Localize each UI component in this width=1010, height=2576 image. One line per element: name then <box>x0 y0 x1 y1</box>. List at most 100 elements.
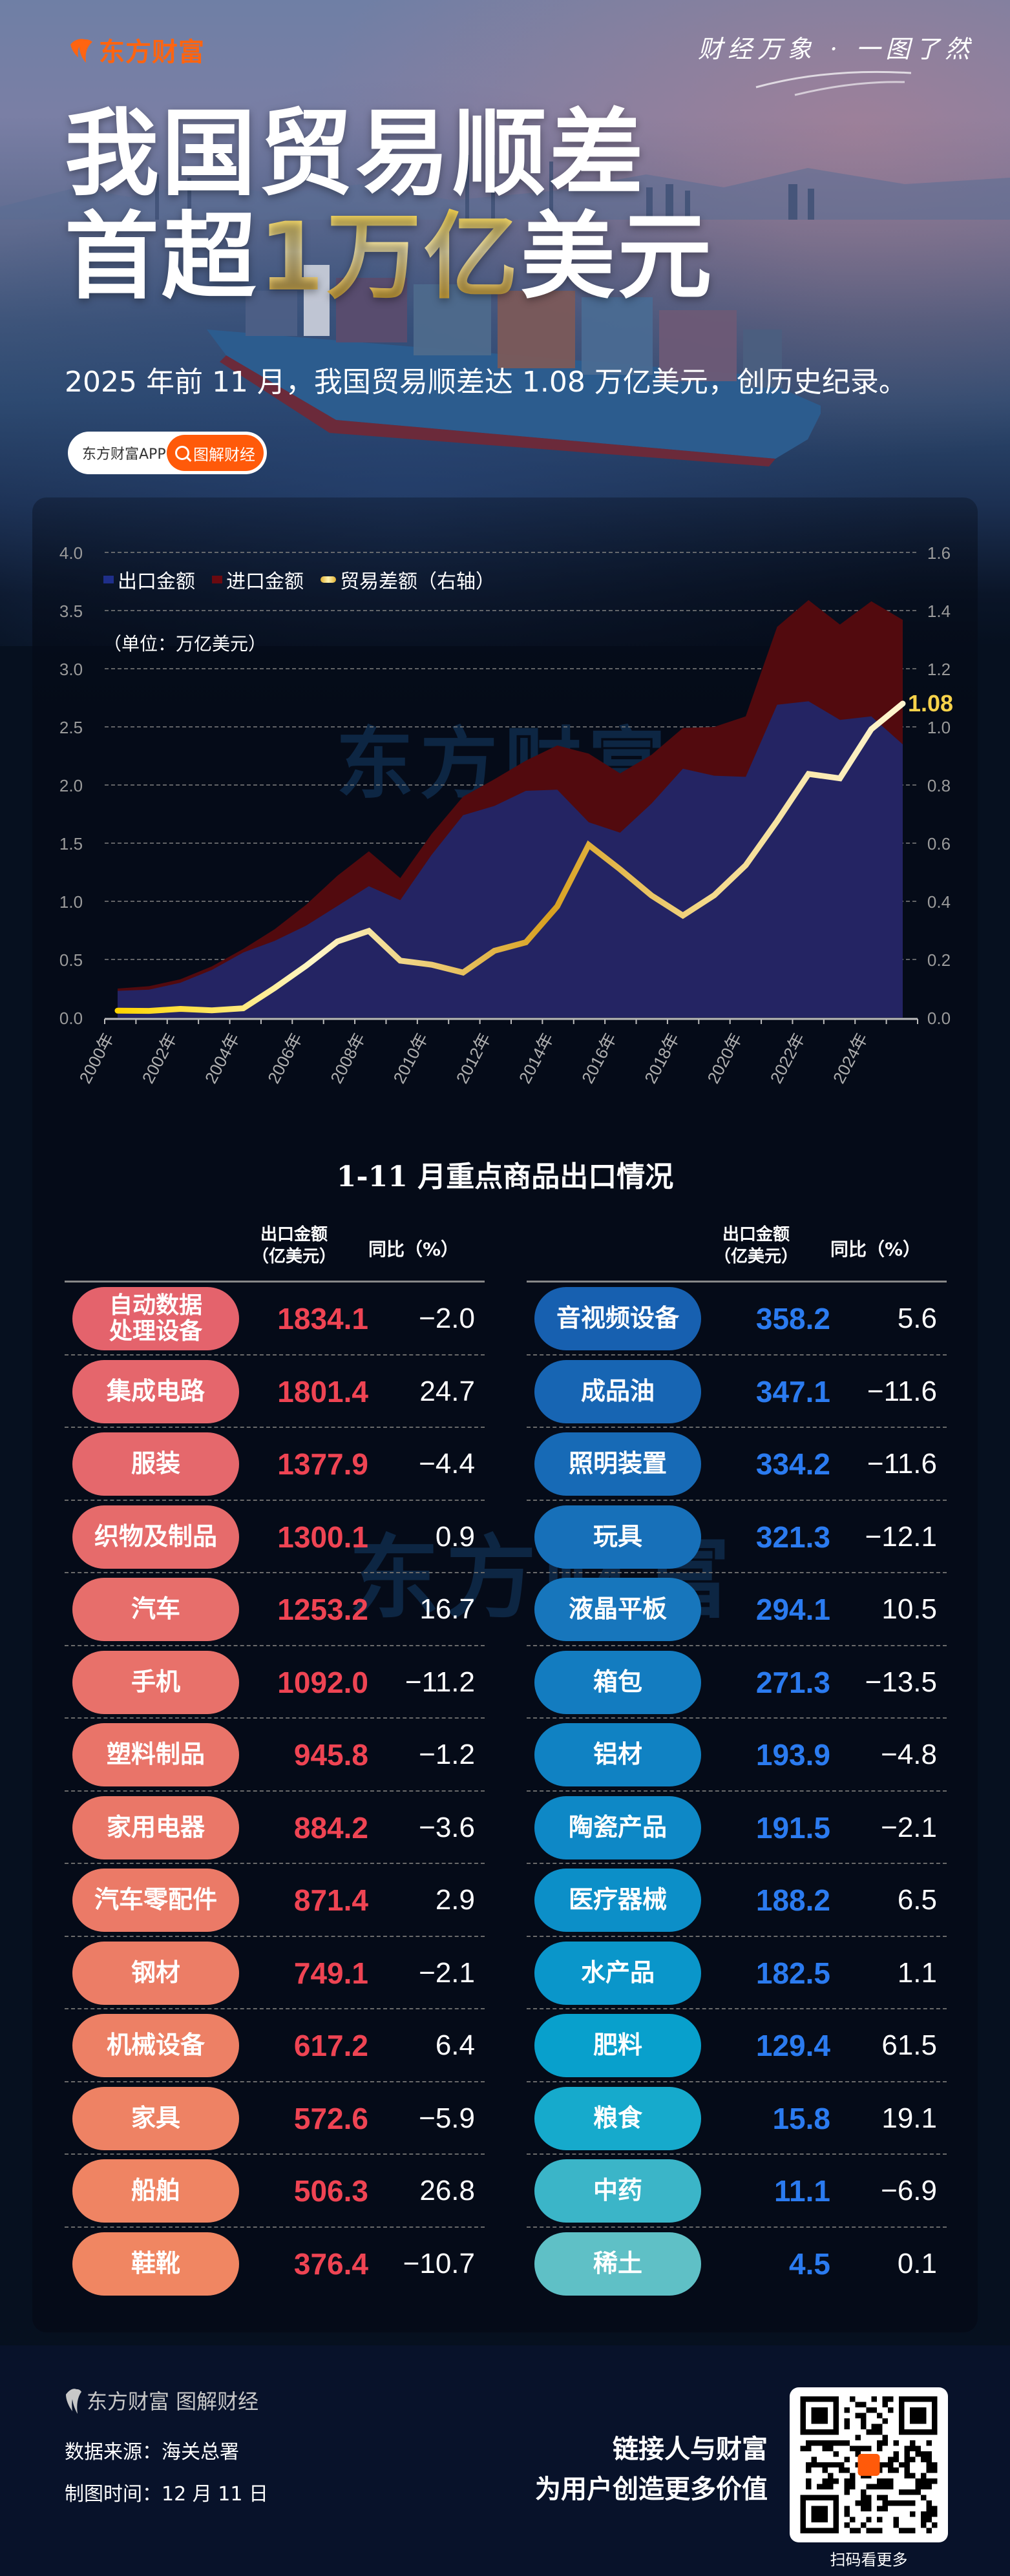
footer: 东方财富 图解财经 数据来源：海关总署 制图时间：12 月 11 日 链接人与财… <box>0 2345 1010 2576</box>
table-row: 鞋靴 376.4 −10.7 <box>65 2228 485 2301</box>
container-ship-illustration <box>207 265 821 466</box>
commodity-badge: 陶瓷产品 <box>534 1796 701 1859</box>
yoy-change: 61.5 <box>881 2029 937 2061</box>
export-amount: 506.3 <box>293 2174 368 2208</box>
search-icon <box>175 446 189 460</box>
y-tick-left: 4.0 <box>59 543 83 563</box>
commodity-badge: 家用电器 <box>72 1796 239 1859</box>
commodity-badge: 医疗器械 <box>534 1869 701 1932</box>
yoy-change: −3.6 <box>419 1811 475 1843</box>
yoy-change: −11.6 <box>867 1448 937 1480</box>
table-row: 服装 1377.9 −4.4 <box>65 1428 485 1501</box>
export-amount: 271.3 <box>755 1665 830 1699</box>
table-row: 手机 1092.0 −11.2 <box>65 1646 485 1719</box>
app-name-label: 东方财富APP <box>82 446 166 463</box>
commodity-badge: 塑料制品 <box>72 1723 239 1786</box>
trade-balance-line <box>114 700 906 1014</box>
export-amount: 884.2 <box>293 1810 368 1845</box>
yoy-change: −5.9 <box>419 2102 475 2134</box>
export-table-left: 出口金额 （亿美元） 同比（%） 自动数据 处理设备 1834.1 −2.0 集成电路 1… <box>65 1221 485 2300</box>
table-row: 音视频设备 358.2 5.6 <box>527 1283 947 1356</box>
x-tick-label: 2002年 <box>138 1030 181 1087</box>
headline-subtitle: 2025 年前 11 月，我国贸易顺差达 1.08 万亿美元，创历史纪录。 <box>65 366 907 399</box>
table-header: 出口金额 （亿美元） 同比（%） <box>65 1221 485 1283</box>
commodity-badge: 粮食 <box>534 2086 701 2150</box>
commodity-badge: 机械设备 <box>72 2014 239 2077</box>
export-amount: 129.4 <box>755 2029 830 2062</box>
y-tick-right: 1.2 <box>927 660 951 679</box>
yoy-change: −1.2 <box>419 1739 475 1770</box>
search-button[interactable]: 图解财经 <box>167 435 264 471</box>
commodity-badge: 玩具 <box>534 1505 701 1569</box>
commodity-badge: 箱包 <box>534 1650 701 1714</box>
legend-export: 出口金额 <box>103 565 195 594</box>
table-row: 粮食 15.8 19.1 <box>527 2082 947 2155</box>
commodity-badge: 手机 <box>72 1650 239 1714</box>
app-search-pill[interactable]: 东方财富APP 图解财经 <box>68 432 267 474</box>
legend-import: 进口金额 <box>212 565 304 594</box>
headline-prefix: 首超 <box>65 202 258 312</box>
x-tick-label: 2018年 <box>640 1030 683 1087</box>
yoy-change: 26.8 <box>419 2175 475 2206</box>
yoy-change: −10.7 <box>403 2247 475 2279</box>
yoy-change: 2.9 <box>435 1884 475 1916</box>
legend-swatch-balance <box>321 576 336 583</box>
table-row: 汽车零配件 871.4 2.9 <box>65 1864 485 1937</box>
yoy-change: −11.2 <box>405 1666 475 1698</box>
table-row: 中药 11.1 −6.9 <box>527 2155 947 2228</box>
y-tick-left: 0.5 <box>59 950 83 970</box>
export-amount: 1801.4 <box>277 1374 368 1408</box>
commodity-badge: 自动数据 处理设备 <box>72 1287 239 1350</box>
table-row: 医疗器械 188.2 6.5 <box>527 1864 947 1937</box>
table-row: 肥料 129.4 61.5 <box>527 2009 947 2082</box>
export-amount: 749.1 <box>293 1956 368 1990</box>
export-amount: 191.5 <box>755 1810 830 1845</box>
export-amount: 321.3 <box>755 1520 830 1554</box>
table-row: 自动数据 处理设备 1834.1 −2.0 <box>65 1283 485 1356</box>
commodity-badge: 稀土 <box>534 2232 701 2296</box>
commodity-badge: 钢材 <box>72 1941 239 2005</box>
brand-wing-icon <box>66 2389 81 2414</box>
headline-suffix: 美元 <box>520 202 715 312</box>
table-row: 成品油 347.1 −11.6 <box>527 1356 947 1428</box>
yoy-change: −2.1 <box>881 1811 937 1843</box>
commodity-badge: 音视频设备 <box>534 1287 701 1350</box>
x-tick-label: 2016年 <box>578 1030 620 1087</box>
x-tick-label: 2008年 <box>326 1030 369 1087</box>
legend-label: 进口金额 <box>226 571 304 593</box>
qr-code[interactable] <box>790 2387 948 2542</box>
y-tick-left: 2.5 <box>59 718 83 737</box>
x-tick-label: 2024年 <box>829 1030 872 1087</box>
qr-caption: 扫码看更多 <box>830 2551 908 2569</box>
yoy-change: −4.4 <box>419 1448 475 1480</box>
footer-slogan-line1: 链接人与财富 <box>613 2435 768 2464</box>
y-tick-right: 0.2 <box>927 950 951 970</box>
brand-name: 东方财富 <box>99 37 205 67</box>
header-amount-line2: （亿美元） <box>713 1246 798 1266</box>
legend-swatch-import <box>212 576 222 583</box>
legend-balance: 贸易差额（右轴） <box>321 565 495 594</box>
export-amount: 617.2 <box>293 2029 368 2062</box>
export-amount: 188.2 <box>755 1883 830 1917</box>
export-amount: 4.5 <box>789 2246 830 2281</box>
commodity-badge: 水产品 <box>534 1941 701 2005</box>
export-amount: 193.9 <box>755 1738 830 1772</box>
export-amount: 1253.2 <box>277 1593 368 1626</box>
port-skyline-illustration <box>0 155 1010 220</box>
export-amount: 1300.1 <box>277 1520 368 1554</box>
footer-brand: 东方财富 图解财经 <box>65 2385 258 2415</box>
table-row: 家具 572.6 −5.9 <box>65 2082 485 2155</box>
data-source: 数据来源：海关总署 <box>65 2441 239 2464</box>
chart-unit-label: （单位：万亿美元） <box>103 633 267 654</box>
commodity-badge: 船舶 <box>72 2159 239 2223</box>
headline-highlight: 1万亿 <box>258 202 521 312</box>
commodity-badge: 汽车 <box>72 1578 239 1641</box>
yoy-change: 5.6 <box>897 1303 937 1334</box>
brand-wing-icon <box>70 39 92 63</box>
header-slogan: 财经万象 · 一图了然 <box>698 35 975 63</box>
export-area <box>118 701 903 1018</box>
table-row: 船舶 506.3 26.8 <box>65 2155 485 2228</box>
export-amount: 572.6 <box>293 2101 368 2135</box>
y-tick-left: 2.0 <box>59 776 83 795</box>
y-tick-left: 1.5 <box>59 834 83 853</box>
